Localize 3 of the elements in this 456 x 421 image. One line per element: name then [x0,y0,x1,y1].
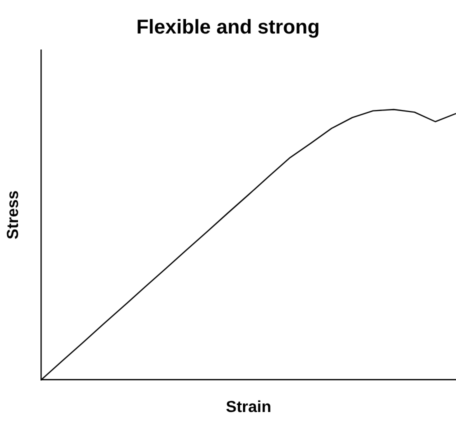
chart-title: Flexible and strong [136,16,320,39]
y-axis-title: Stress [5,190,22,240]
x-axis-title: Strain [226,398,272,416]
